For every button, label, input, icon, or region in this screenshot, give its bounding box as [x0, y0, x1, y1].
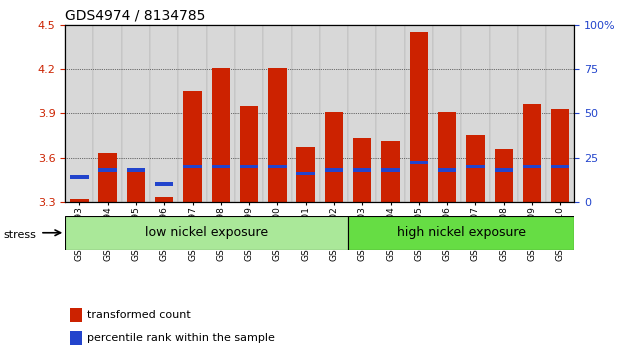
Bar [127, 169, 145, 202]
Bar [70, 331, 82, 344]
Bar [433, 25, 461, 202]
Bar [438, 168, 456, 172]
Bar [183, 91, 202, 202]
Bar [348, 216, 574, 250]
Bar [183, 165, 202, 168]
Bar [291, 25, 320, 202]
Bar [489, 25, 518, 202]
Bar [207, 25, 235, 202]
Bar [99, 168, 117, 172]
Text: high nickel exposure: high nickel exposure [397, 226, 526, 239]
Bar [320, 25, 348, 202]
Bar [438, 112, 456, 202]
Bar [94, 25, 122, 202]
Bar [405, 25, 433, 202]
Bar [155, 182, 173, 186]
Bar [127, 168, 145, 172]
Bar [235, 25, 263, 202]
Bar [65, 216, 348, 250]
Bar [551, 109, 569, 202]
Bar [296, 172, 315, 175]
Bar [150, 25, 178, 202]
Bar [348, 25, 376, 202]
Bar [466, 135, 484, 202]
Bar [546, 25, 574, 202]
Bar [212, 68, 230, 202]
Bar [410, 32, 428, 202]
Bar [240, 165, 258, 168]
Text: stress: stress [3, 230, 36, 240]
Bar [325, 168, 343, 172]
Text: GDS4974 / 8134785: GDS4974 / 8134785 [65, 9, 206, 23]
Bar [494, 168, 513, 172]
Bar [381, 141, 400, 202]
Bar [70, 308, 82, 322]
Bar [551, 165, 569, 168]
Text: percentile rank within the sample: percentile rank within the sample [87, 332, 275, 343]
Bar [155, 197, 173, 202]
Bar [376, 25, 405, 202]
Bar [494, 149, 513, 202]
Bar [212, 165, 230, 168]
Bar [461, 25, 489, 202]
Bar [70, 175, 89, 179]
Bar [353, 138, 371, 202]
Bar [70, 199, 89, 202]
Bar [296, 147, 315, 202]
Bar [122, 25, 150, 202]
Bar [65, 25, 94, 202]
Bar [381, 168, 400, 172]
Text: low nickel exposure: low nickel exposure [145, 226, 268, 239]
Bar [240, 106, 258, 202]
Text: transformed count: transformed count [87, 310, 191, 320]
Bar [268, 68, 286, 202]
Bar [178, 25, 207, 202]
Bar [518, 25, 546, 202]
Bar [263, 25, 291, 202]
Bar [268, 165, 286, 168]
Bar [353, 168, 371, 172]
Bar [466, 165, 484, 168]
Bar [523, 165, 541, 168]
Bar [99, 153, 117, 202]
Bar [410, 161, 428, 165]
Bar [325, 112, 343, 202]
Bar [523, 104, 541, 202]
